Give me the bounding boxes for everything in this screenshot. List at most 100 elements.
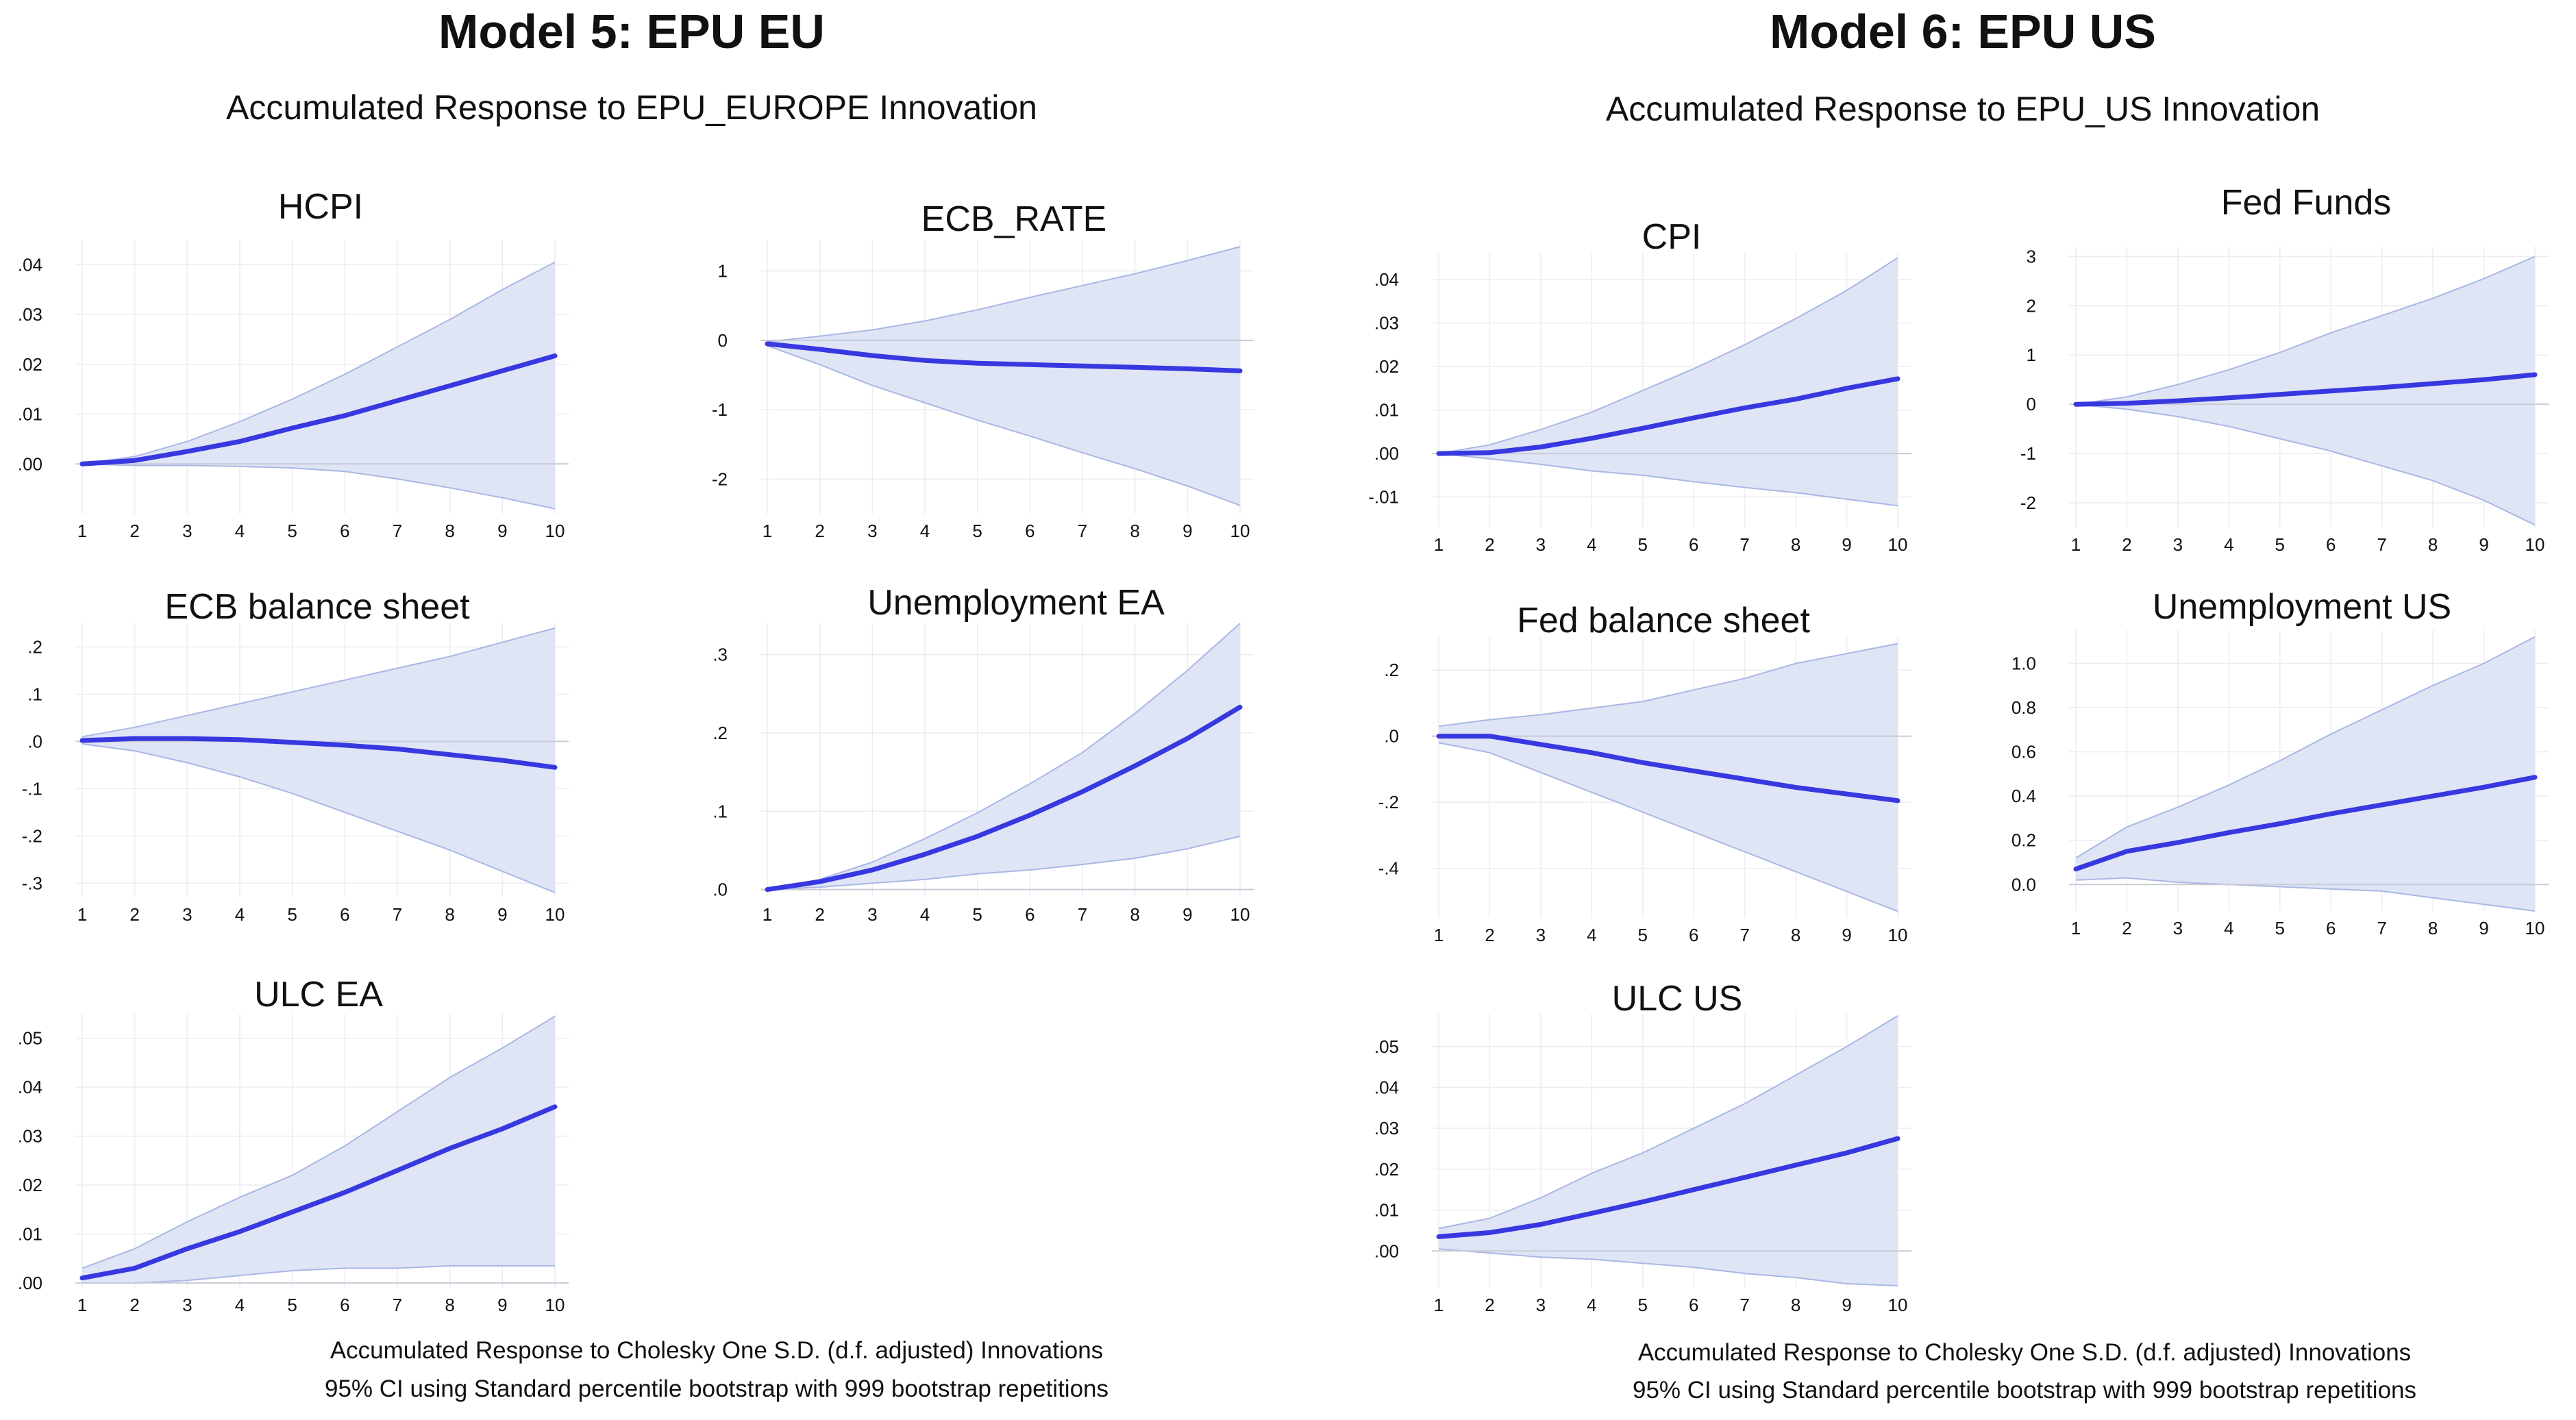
confidence-band bbox=[767, 623, 1240, 890]
x-tick-label: 1 bbox=[763, 521, 772, 541]
y-tick-label: 0 bbox=[2027, 394, 2036, 414]
confidence-band bbox=[2076, 636, 2535, 911]
y-tick-label: 3 bbox=[2027, 246, 2036, 266]
chart-ecb-rate: -2 -1 0 1 1 2 3 4 5 6 7 8 9 10 bbox=[712, 240, 1254, 541]
lower-ci-line bbox=[2075, 877, 2536, 912]
x-tick-label: 3 bbox=[867, 521, 877, 541]
x-tick-label: 2 bbox=[1485, 534, 1494, 555]
x-tick-label: 8 bbox=[1130, 521, 1139, 541]
lower-ci-line bbox=[767, 835, 1241, 890]
x-tick-label: 3 bbox=[182, 1295, 192, 1315]
y-tick-label: .03 bbox=[1374, 1118, 1399, 1138]
x-tick-label: 3 bbox=[1536, 925, 1546, 945]
panel-title-ecb-rate: ECB_RATE bbox=[921, 199, 1107, 239]
x-tick-label: 5 bbox=[2275, 918, 2285, 938]
x-tick-label: 2 bbox=[815, 521, 824, 541]
x-tick-label: 3 bbox=[182, 521, 192, 541]
x-tick-label: 10 bbox=[1230, 521, 1250, 541]
panel-title-fed-funds: Fed Funds bbox=[2220, 183, 2392, 223]
model-6-footnote-1: Accumulated Response to Cholesky One S.D… bbox=[1637, 1339, 2412, 1366]
x-tick-label: 6 bbox=[2326, 534, 2336, 555]
x-tick-label: 4 bbox=[1587, 925, 1596, 945]
y-tick-label: .01 bbox=[18, 1223, 42, 1244]
x-tick-label: 9 bbox=[1182, 521, 1192, 541]
upper-ci-line bbox=[82, 627, 556, 738]
y-tick-label: .0 bbox=[1384, 726, 1399, 747]
chart-ulc-ea: .00 .01 .02 .03 .04 .05 1 2 3 4 5 6 7 8 9 10 bbox=[18, 1014, 569, 1315]
panel-title-ulc-ea: ULC EA bbox=[254, 975, 383, 1014]
x-tick-label: 10 bbox=[1230, 904, 1250, 925]
lower-ci-line bbox=[82, 463, 556, 510]
x-tick-label: 10 bbox=[545, 904, 565, 925]
y-tick-label: 0.2 bbox=[2011, 830, 2036, 851]
response-line bbox=[1436, 734, 1900, 804]
y-tick-label: .04 bbox=[1374, 269, 1399, 290]
x-tick-label: 6 bbox=[1025, 904, 1035, 925]
chart-ecb-balance-sheet: -.3 -.2 -.1 .0 .1 .2 1 2 3 4 5 6 7 8 9 10 bbox=[22, 623, 569, 925]
confidence-band bbox=[82, 627, 555, 893]
y-tick-label: .05 bbox=[1374, 1036, 1399, 1057]
x-tick-label: 2 bbox=[1485, 925, 1494, 945]
y-tick-label: 1 bbox=[2027, 345, 2036, 365]
y-tick-label: .00 bbox=[1374, 443, 1399, 464]
y-tick-label: .2 bbox=[1384, 660, 1399, 680]
model-5-footnote-1: Accumulated Response to Cholesky One S.D… bbox=[330, 1337, 1104, 1364]
x-tick-label: 7 bbox=[1739, 534, 1749, 555]
x-tick-label: 2 bbox=[2122, 918, 2131, 938]
x-tick-label: 9 bbox=[2479, 918, 2488, 938]
response-line bbox=[2073, 372, 2538, 407]
response-line bbox=[79, 736, 558, 770]
x-tick-label: 8 bbox=[445, 904, 454, 925]
model-5-footnote-2: 95% CI using Standard percentile bootstr… bbox=[324, 1375, 1109, 1402]
y-tick-label: .03 bbox=[18, 304, 42, 325]
model-5-subtitle: Accumulated Response to EPU_EUROPE Innov… bbox=[226, 88, 1037, 127]
x-tick-label: 5 bbox=[1638, 534, 1648, 555]
x-tick-label: 2 bbox=[129, 1295, 139, 1315]
upper-ci-line bbox=[1438, 257, 1898, 455]
panel-title-ecb-balance-sheet: ECB balance sheet bbox=[164, 587, 470, 627]
response-line bbox=[2073, 775, 2538, 872]
lower-ci-line bbox=[1438, 453, 1898, 507]
x-tick-label: 5 bbox=[1638, 1295, 1648, 1315]
x-tick-label: 3 bbox=[2173, 918, 2183, 938]
model-6-subtitle: Accumulated Response to EPU_US Innovatio… bbox=[1605, 90, 2320, 128]
y-tick-label: .05 bbox=[18, 1028, 42, 1049]
x-tick-label: 9 bbox=[497, 521, 507, 541]
x-tick-label: 9 bbox=[2479, 534, 2488, 555]
x-tick-label: 3 bbox=[867, 904, 877, 925]
y-tick-label: .04 bbox=[18, 254, 42, 275]
response-line bbox=[1436, 376, 1900, 456]
x-tick-label: 1 bbox=[77, 521, 87, 541]
x-tick-label: 7 bbox=[393, 904, 402, 925]
y-tick-label: .02 bbox=[1374, 1159, 1399, 1180]
x-tick-label: 9 bbox=[1842, 925, 1851, 945]
x-tick-label: 7 bbox=[2377, 534, 2386, 555]
x-tick-label: 8 bbox=[445, 521, 454, 541]
model-6-title: Model 6: EPU US bbox=[1770, 5, 2156, 58]
lower-ci-line bbox=[1438, 742, 1898, 912]
x-tick-label: 5 bbox=[2275, 534, 2285, 555]
y-tick-label: .03 bbox=[18, 1126, 42, 1147]
y-tick-label: -.2 bbox=[1378, 792, 1399, 812]
x-tick-label: 7 bbox=[1739, 925, 1749, 945]
y-tick-label: .00 bbox=[1374, 1241, 1399, 1261]
response-line bbox=[765, 341, 1243, 373]
x-tick-label: 4 bbox=[1587, 1295, 1596, 1315]
x-tick-label: 10 bbox=[1888, 925, 1908, 945]
x-tick-label: 5 bbox=[972, 904, 982, 925]
confidence-band bbox=[82, 1016, 555, 1283]
chart-unemployment-us: 0.0 0.2 0.4 0.6 0.8 1.0 1 2 3 4 5 6 7 8 9 10 bbox=[2011, 630, 2549, 938]
model-6-footnote-2: 95% CI using Standard percentile bootstr… bbox=[1632, 1377, 2417, 1404]
x-tick-label: 1 bbox=[2071, 918, 2081, 938]
upper-ci-line bbox=[82, 261, 556, 465]
lower-ci-line bbox=[1438, 1248, 1898, 1286]
upper-ci-line bbox=[2075, 636, 2536, 859]
x-tick-label: 3 bbox=[1536, 1295, 1546, 1315]
y-tick-label: -.3 bbox=[22, 873, 42, 893]
x-tick-label: 8 bbox=[445, 1295, 454, 1315]
panel-title-unemployment-us: Unemployment US bbox=[2152, 587, 2452, 627]
panel-title-unemployment-ea: Unemployment EA bbox=[867, 583, 1165, 623]
lower-ci-line bbox=[2075, 403, 2536, 526]
y-tick-label: .04 bbox=[18, 1077, 42, 1097]
y-tick-label: .2 bbox=[713, 723, 728, 743]
